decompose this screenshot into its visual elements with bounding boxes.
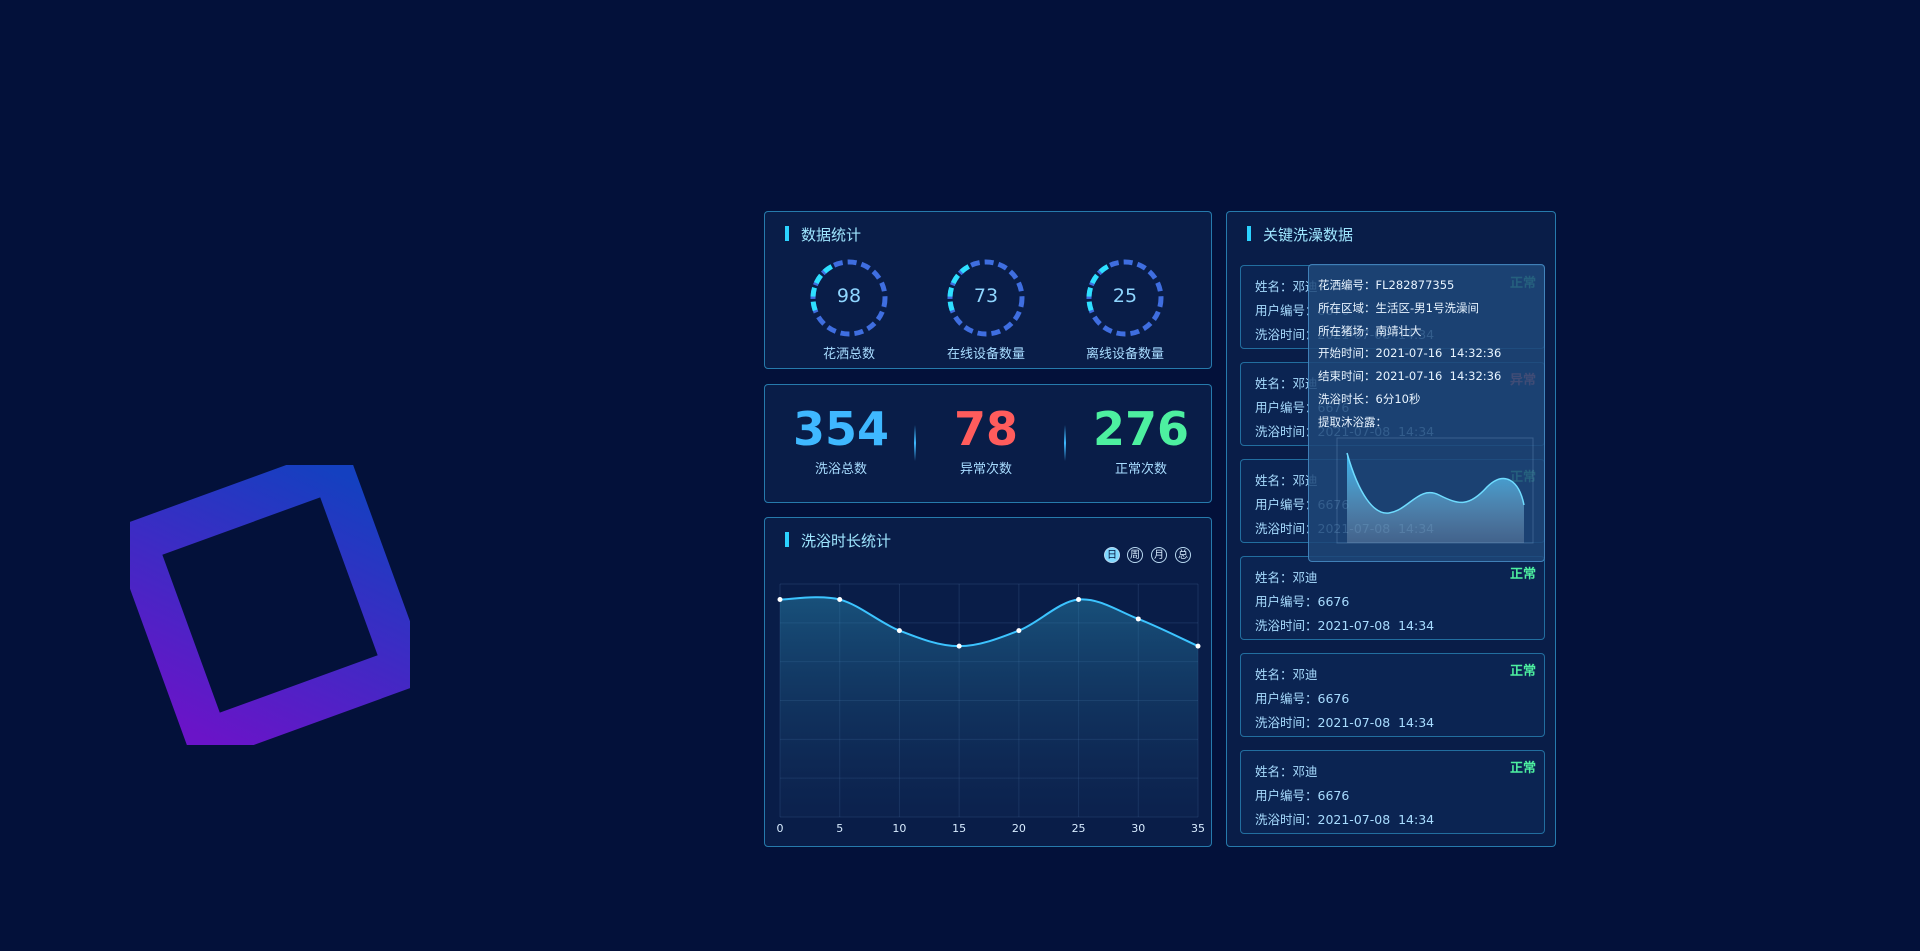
gauge-track [810,259,888,337]
record-name: 姓名：邓迪 [1255,570,1318,585]
decor-square [130,465,410,745]
record-name: 姓名：邓迪 [1255,376,1318,391]
gauge-value: 73 [973,285,999,307]
count-label: 正常次数 [1114,462,1167,477]
record-status: 正常 [1509,664,1536,679]
record-status: 正常 [1509,567,1536,582]
panel-title: 关键洗澡数据 [1263,226,1354,244]
line-point [1016,628,1022,634]
line-point [837,597,843,603]
tooltip-line: 洗浴时长：6分10秒 [1318,392,1421,406]
gauge-value: 98 [836,285,862,307]
tooltip: 花洒编号：FL282877355 所在区域：生活区-男1号洗澡间 所在猪场：南靖壮大… [1308,264,1545,562]
panel-title: 数据统计 [801,226,862,244]
record-id: 用户编号：6676 [1255,594,1350,609]
period-button[interactable]: 周 [1127,547,1143,563]
line-point [777,597,783,603]
x-tick-label: 35 [1191,822,1205,835]
period-button[interactable]: 月 [1151,547,1167,563]
tooltip-line: 所在猪场：南靖壮大 [1318,323,1422,338]
line-point [1195,643,1201,649]
line-area [780,597,1198,817]
gauge-highlight [1086,259,1164,337]
gauge-track [1086,259,1164,337]
record-card: 姓名：邓迪用户编号：6676 洗浴时间：2021-07-08 14:34 正常 [1240,653,1545,737]
tooltip-line: 开始时间：2021-07-16 14:32:36 [1318,346,1502,361]
gauge-ring [1086,259,1164,337]
x-tick-label: 30 [1131,822,1145,835]
x-tick-label: 15 [952,822,966,835]
counts-panel [764,384,1212,503]
line-point [1135,616,1141,622]
count-value: 354 [792,402,890,456]
gauge-label: 花洒总数 [822,347,875,362]
line-point [896,628,902,634]
gauge-ring [810,259,888,337]
gauge-ring [947,259,1025,337]
gauge-value: 25 [1112,285,1138,307]
stats-panel: 数据统计 [764,211,1212,369]
line-point [1076,597,1082,603]
count-value: 78 [953,402,1018,456]
gauge-track [947,259,1025,337]
line-chart: 0 5 10 15 20 25 30 35 [777,583,1205,835]
gauge-highlight [947,259,1025,337]
gauge-label: 离线设备数量 [1085,347,1164,362]
line-point [956,643,962,649]
x-tick-label: 0 [777,822,784,835]
record-name: 姓名：邓迪 [1255,473,1318,488]
count-label: 异常次数 [959,462,1012,477]
record-name: 姓名：邓迪 [1255,279,1318,294]
record-card: 姓名：邓迪用户编号：6676 洗浴时间：2021-07-08 14:34 正常 [1240,750,1545,834]
tooltip-line: 所在区域：生活区-男1号洗澡间 [1318,300,1479,315]
tooltip-line: 提取沐浴露： [1318,414,1387,429]
record-card: 姓名：邓迪用户编号：6676 洗浴时间：2021-07-08 14:34 正常 [1240,556,1545,640]
gauge-highlight [810,259,888,337]
title-marker [1247,226,1251,241]
x-tick-label: 25 [1072,822,1086,835]
title-marker [785,226,789,241]
record-id: 用户编号：6676 [1255,788,1350,803]
count-label: 洗浴总数 [814,462,867,477]
record-time: 洗浴时间：2021-07-08 14:34 [1255,618,1435,633]
record-id: 用户编号：6676 [1255,691,1350,706]
gauge-label: 在线设备数量 [946,347,1025,362]
period-button[interactable]: 总 [1175,547,1191,563]
x-tick-label: 20 [1012,822,1026,835]
tooltip-line: 结束时间：2021-07-16 14:32:36 [1318,369,1502,384]
divider [1063,425,1066,461]
record-name: 姓名：邓迪 [1255,667,1318,682]
tooltip-line: 花洒编号：FL282877355 [1318,278,1455,292]
x-tick-label: 10 [892,822,906,835]
count-value: 276 [1092,402,1190,456]
divider [913,425,916,461]
panel-title: 洗浴时长统计 [801,532,892,550]
record-time: 洗浴时间：2021-07-08 14:34 [1255,812,1435,827]
x-tick-label: 5 [836,822,843,835]
title-marker [785,532,789,547]
period-button[interactable]: 日 [1104,547,1120,563]
record-status: 正常 [1509,761,1536,776]
record-time: 洗浴时间：2021-07-08 14:34 [1255,715,1435,730]
tooltip-chart [1336,437,1534,544]
record-name: 姓名：邓迪 [1255,764,1318,779]
